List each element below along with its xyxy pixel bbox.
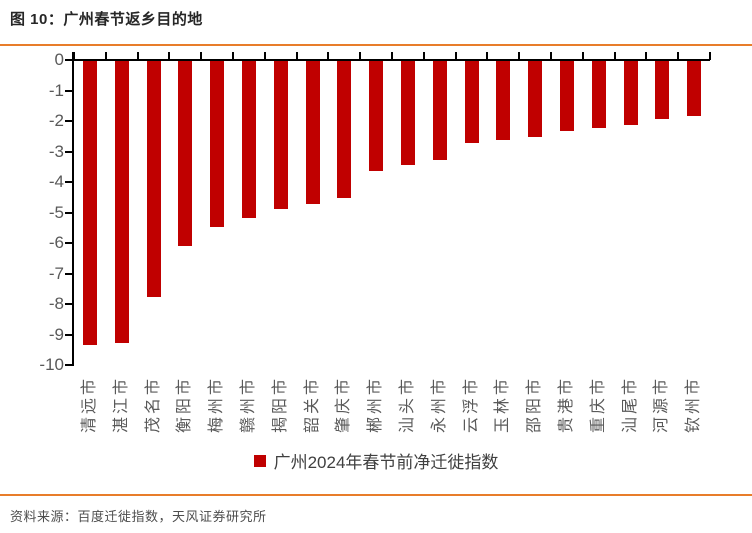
bar — [496, 61, 510, 140]
x-axis-label: 清远市 — [81, 375, 98, 433]
y-axis-tick — [65, 333, 72, 336]
y-axis-tick — [65, 59, 72, 61]
x-axis-label: 茂名市 — [145, 375, 162, 433]
y-axis-tick — [65, 242, 72, 244]
x-axis-tick — [168, 52, 171, 60]
x-axis-tick — [613, 52, 616, 60]
y-axis-tick — [65, 150, 72, 153]
y-axis-tick-label: -10 — [39, 355, 64, 374]
x-axis-tick — [645, 52, 648, 60]
y-axis-line — [72, 52, 74, 366]
y-axis-tick-label: -6 — [48, 233, 64, 252]
bar — [115, 61, 129, 343]
y-axis-tick — [65, 181, 72, 183]
x-axis-label: 重庆市 — [590, 375, 607, 433]
x-axis-label: 郴州市 — [367, 375, 384, 433]
y-axis-tick-label: -4 — [48, 172, 64, 191]
x-axis-label: 云浮市 — [463, 375, 480, 433]
legend: 广州2024年春节前净迁徙指数 — [0, 448, 752, 473]
x-axis-label: 汕头市 — [399, 375, 416, 433]
legend-label: 广州2024年春节前净迁徙指数 — [273, 453, 499, 472]
bar — [369, 61, 383, 171]
x-axis-label: 肇庆市 — [335, 375, 352, 433]
x-axis-label: 邵阳市 — [526, 375, 543, 433]
x-axis-label: 赣州市 — [240, 375, 257, 433]
x-axis-tick — [232, 52, 234, 60]
bar — [592, 61, 606, 128]
x-axis-tick — [136, 52, 139, 60]
bar — [337, 61, 351, 198]
x-axis-label: 汕尾市 — [622, 375, 639, 433]
x-axis-label: 湛江市 — [113, 375, 130, 433]
x-axis-line — [72, 59, 710, 61]
bar — [401, 61, 415, 165]
y-axis-tick-label: 0 — [54, 50, 64, 69]
x-axis-tick — [391, 52, 393, 60]
x-axis-label: 韶关市 — [304, 375, 321, 433]
x-axis-tick — [263, 52, 266, 60]
x-axis-tick — [359, 52, 362, 60]
y-axis-tick-label: -5 — [48, 202, 64, 222]
bar — [83, 61, 97, 345]
y-axis-tick — [65, 364, 72, 366]
y-axis-tick-label: -2 — [48, 111, 64, 130]
y-axis-tick-label: -7 — [48, 263, 64, 283]
y-axis-tick — [65, 89, 72, 92]
bar — [560, 61, 574, 131]
y-axis-tick-label: -3 — [48, 141, 64, 161]
bar — [274, 61, 288, 209]
x-axis-tick — [581, 52, 584, 60]
x-axis-label: 梅州市 — [208, 375, 225, 433]
y-axis-tick-label: -9 — [48, 324, 64, 344]
bar — [528, 61, 542, 137]
x-axis-tick — [550, 52, 552, 60]
bar — [210, 61, 224, 227]
x-axis-tick — [73, 52, 75, 60]
bar — [178, 61, 192, 246]
bar — [433, 61, 447, 160]
y-axis-tick — [65, 211, 72, 214]
figure-title: 图 10：广州春节返乡目的地 — [10, 11, 203, 28]
x-axis-label: 玉林市 — [494, 375, 511, 433]
y-axis-tick-label: -1 — [48, 80, 64, 100]
x-axis-label: 河源市 — [653, 375, 670, 433]
x-axis-label: 永州市 — [431, 375, 448, 433]
x-axis-label: 衡阳市 — [176, 375, 193, 433]
bar — [465, 61, 479, 143]
source-note: 资料来源：百度迁徙指数，天风证券研究所 — [10, 509, 267, 524]
bar — [306, 61, 320, 204]
x-axis-tick — [677, 52, 680, 60]
x-axis-tick — [422, 52, 425, 60]
x-axis-tick — [486, 52, 489, 60]
bar — [624, 61, 638, 125]
header-divider-line — [0, 44, 752, 46]
y-axis-tick — [65, 120, 72, 122]
bar — [242, 61, 256, 218]
x-axis-tick — [200, 52, 203, 60]
bar — [655, 61, 669, 119]
x-axis-tick — [518, 52, 521, 60]
y-axis-tick — [65, 303, 72, 305]
x-axis-tick — [327, 52, 330, 60]
bar — [147, 61, 161, 297]
x-axis-label: 揭阳市 — [272, 375, 289, 433]
x-axis-tick — [295, 52, 298, 60]
bar — [687, 61, 701, 116]
x-axis-label: 贵港市 — [558, 375, 575, 433]
x-axis-label: 钦州市 — [685, 375, 702, 433]
legend-marker-square — [253, 454, 266, 467]
x-axis-tick — [709, 52, 711, 60]
y-axis-tick — [65, 272, 72, 275]
y-axis-tick-label: -8 — [48, 294, 64, 313]
x-axis-tick — [104, 52, 107, 60]
footer-divider-line — [0, 494, 752, 496]
x-axis-tick — [454, 52, 457, 60]
